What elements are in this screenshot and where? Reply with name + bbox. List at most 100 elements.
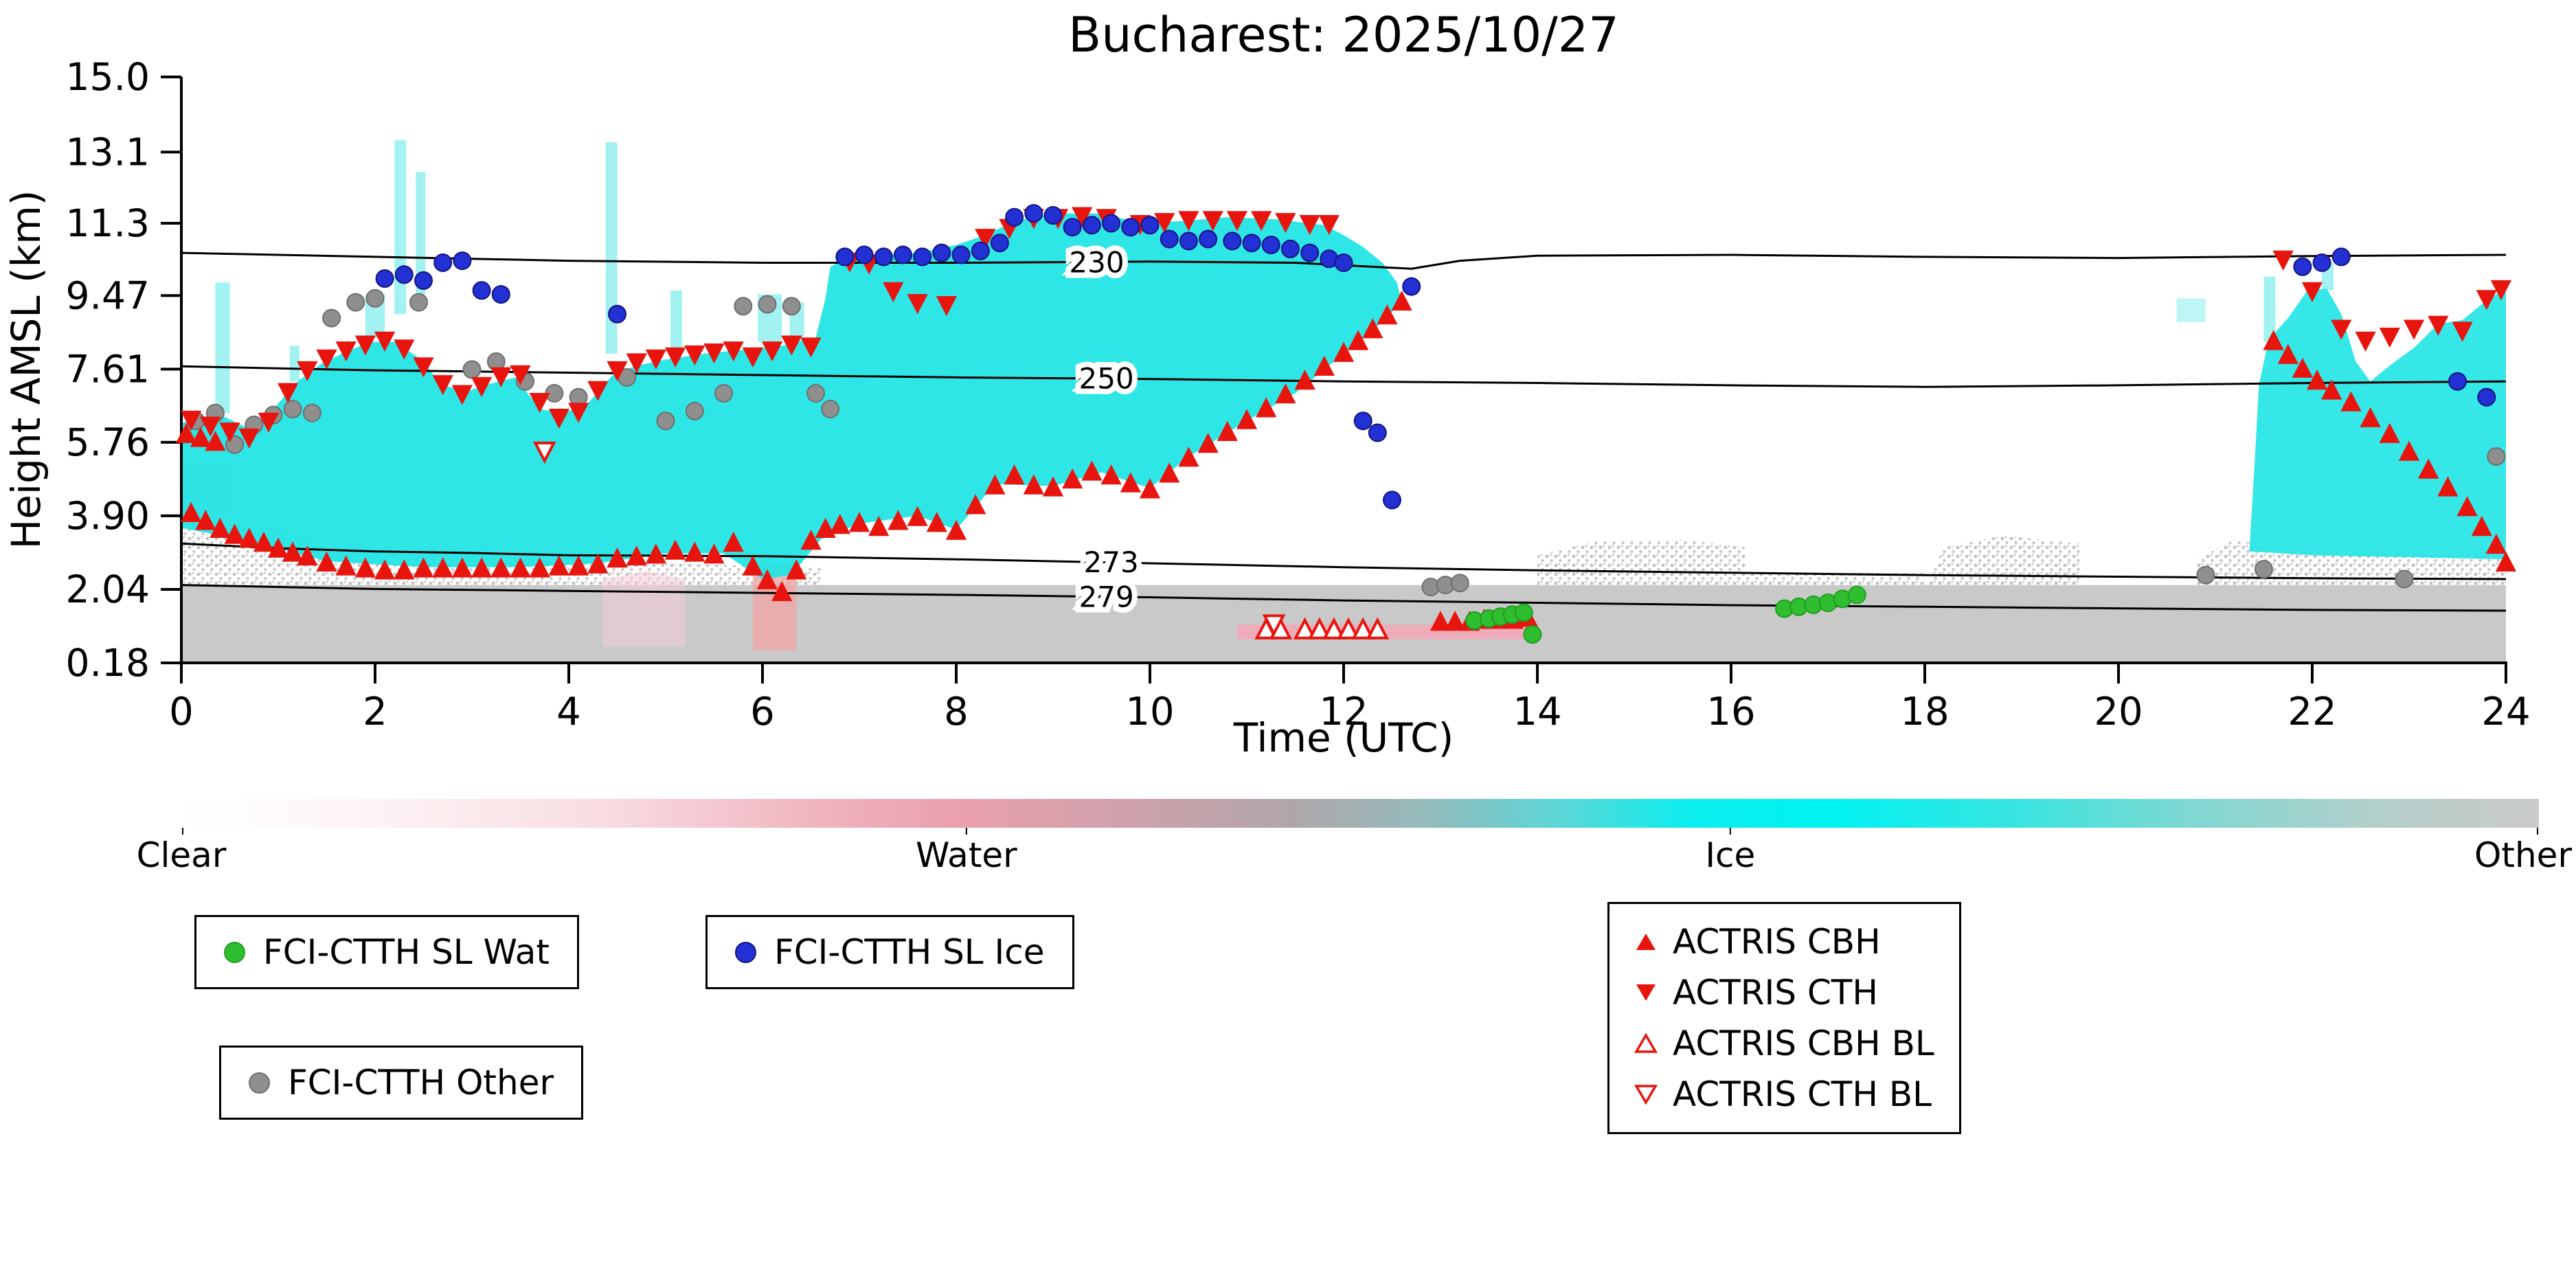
point-fci-ice (1280, 239, 1300, 258)
point-actris-cbh (1391, 290, 1412, 311)
point-actris-cth (258, 412, 280, 433)
y-tick-label: 13.1 (66, 130, 150, 174)
point-actris-cth (354, 335, 376, 356)
point-actris-cth (510, 365, 531, 385)
point-actris-cbh (1362, 318, 1383, 339)
point-actris-cth (490, 367, 512, 387)
point-actris-cbh-bl (1322, 617, 1346, 640)
point-actris-cbh (282, 541, 304, 562)
point-actris-cbh (965, 494, 986, 515)
point-actris-cth (2490, 280, 2512, 301)
point-fci-ice (1121, 218, 1140, 237)
point-actris-cbh (2340, 391, 2362, 411)
legend-label-wat: FCI-CTTH SL Wat (263, 932, 550, 972)
point-fci-ice (472, 281, 491, 300)
legend-actris: ACTRIS CBH ACTRIS CTH ACTRIS CBH BL ACTR… (1607, 902, 1961, 1134)
region-other-16-18 (1745, 573, 1925, 587)
point-fci-ice (433, 253, 453, 272)
point-actris-cbh (1445, 611, 1466, 631)
region-spike-3 (605, 142, 618, 354)
x-tick-label: 12 (1319, 690, 1368, 734)
y-axis-label: Height AMSL (km) (3, 190, 49, 550)
point-actris-cbh (210, 517, 231, 538)
point-fci-ice (951, 245, 971, 264)
region-other-14-16 (1537, 539, 1746, 587)
point-actris-cth (432, 375, 453, 396)
point-actris-cth (723, 341, 744, 362)
legend-fci-other: FCI-CTTH Other (219, 1046, 584, 1120)
point-actris-cbh (224, 523, 245, 544)
point-actris-cth (2428, 315, 2449, 336)
x-tick-label: 2 (363, 690, 387, 734)
point-actris-cbh (1120, 472, 1141, 493)
point-actris-cth (548, 409, 570, 429)
point-actris-cbh (567, 555, 589, 576)
point-fci-other (2255, 560, 2273, 579)
point-actris-cbh (1256, 397, 1277, 418)
point-actris-cbh (2485, 533, 2507, 554)
point-actris-cbh (1347, 330, 1369, 350)
point-actris-cbh (195, 510, 216, 530)
series-actris-cbh (175, 290, 2517, 631)
point-fci-other (302, 403, 321, 422)
point-actris-cth (607, 361, 628, 382)
point-actris-cbh (316, 551, 337, 572)
point-fci-other (365, 289, 385, 308)
point-actris-cth (664, 347, 686, 368)
isotherm-line-273 (181, 542, 2507, 580)
point-fci-ice (2448, 372, 2467, 391)
point-actris-cth (684, 345, 705, 366)
point-fci-ice (608, 304, 626, 324)
point-fci-ice (1242, 234, 1261, 253)
x-tick-label: 20 (2094, 690, 2143, 734)
y-tick-label: 11.3 (66, 201, 150, 245)
x-tick-label: 22 (2287, 690, 2336, 734)
point-actris-cth (471, 376, 493, 398)
point-actris-cth (567, 403, 589, 423)
x-tick-label: 14 (1513, 690, 1561, 734)
point-actris-cth (180, 410, 202, 431)
legend-row-cth: ACTRIS CTH (1634, 973, 1878, 1013)
point-actris-cbh (945, 519, 967, 540)
point-actris-cbh (2306, 370, 2328, 390)
point-fci-ice (394, 265, 414, 284)
x-tick-label: 8 (944, 690, 969, 734)
series-fci-wat (1465, 585, 1866, 644)
colorbar-bar (181, 799, 2539, 828)
legend-label-cbh-bl: ACTRIS CBH BL (1673, 1024, 1934, 1063)
point-actris-cbh (742, 555, 764, 576)
point-actris-cth (2452, 321, 2473, 342)
x-tick-label: 18 (1900, 690, 1949, 734)
point-actris-cbh (829, 514, 850, 534)
point-actris-cth (200, 416, 221, 437)
red-open-triangle-down-icon (1634, 1085, 1658, 1105)
point-actris-cth (936, 296, 958, 317)
legend-fci-sl-wat: FCI-CTTH SL Wat (194, 915, 580, 989)
red-open-triangle-up-icon (1634, 1032, 1658, 1053)
isotherm-label-273: 273 (1084, 545, 1139, 579)
x-tick-label: 10 (1125, 690, 1174, 734)
region-spike-11 (2176, 298, 2206, 322)
point-actris-cbh (1042, 476, 1064, 497)
y-tick-label: 2.04 (66, 567, 150, 611)
point-fci-ice (894, 245, 912, 264)
point-actris-cth (2476, 290, 2497, 310)
point-actris-cbh (645, 543, 667, 564)
green-circle-icon (224, 941, 245, 963)
point-actris-cbh-bl (1351, 617, 1375, 640)
point-actris-cbh (374, 559, 396, 580)
legend-label-cth: ACTRIS CTH (1673, 973, 1878, 1013)
point-actris-cth (238, 428, 260, 449)
point-fci-ice (1102, 214, 1121, 233)
point-actris-cth (2331, 319, 2352, 340)
point-actris-cth (1318, 215, 1340, 236)
red-triangle-up-icon (1636, 934, 1656, 950)
point-actris-cbh (471, 557, 493, 578)
point-actris-cth (883, 282, 904, 302)
point-actris-cbh (1139, 478, 1161, 499)
point-actris-cth (277, 383, 299, 403)
point-fci-ice (913, 247, 932, 267)
point-actris-cth (1251, 211, 1272, 231)
point-fci-ice (932, 243, 951, 262)
